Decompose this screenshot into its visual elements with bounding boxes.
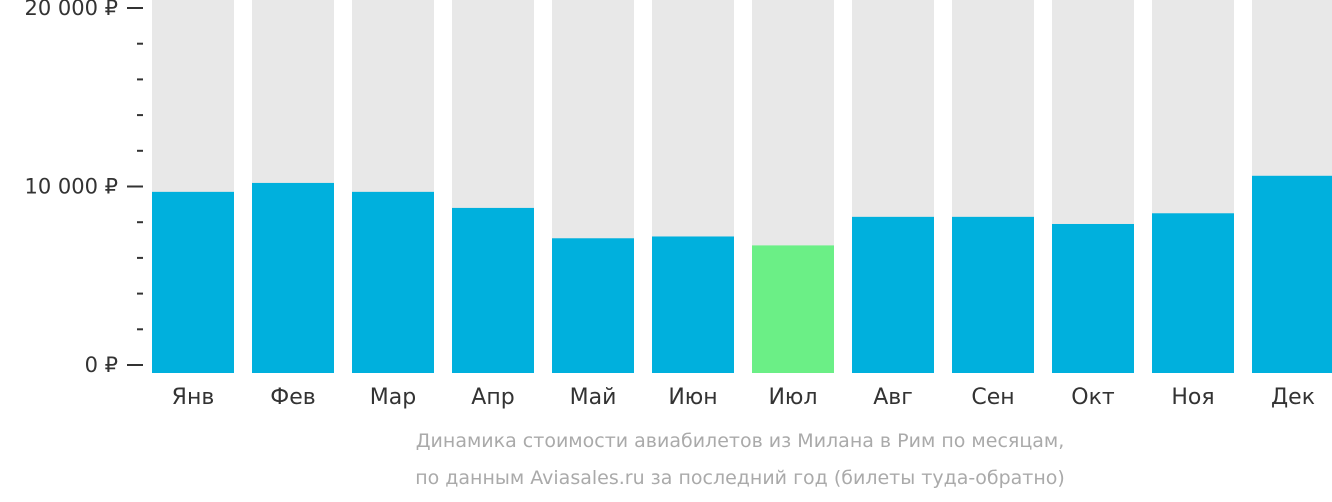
x-tick-label: Авг (873, 385, 913, 410)
bar-Апр (452, 207, 534, 373)
chart-caption-line-2: по данным Aviasales.ru за последний год … (415, 467, 1065, 489)
bar-Фев (252, 182, 334, 373)
bar-Янв (152, 191, 234, 373)
x-tick-label: Янв (172, 385, 215, 410)
x-tick-label: Дек (1271, 385, 1315, 410)
bar-Авг (852, 216, 934, 373)
x-tick-label: Фев (270, 385, 315, 410)
bar-Июл (752, 245, 834, 373)
bar-Май (552, 238, 634, 373)
x-tick-label: Май (570, 385, 617, 410)
x-tick-label: Мар (370, 385, 416, 410)
y-tick-label: 20 000 ₽ (24, 0, 118, 20)
x-tick-label: Июл (768, 385, 817, 410)
chart-caption-line-1: Динамика стоимости авиабилетов из Милана… (415, 430, 1065, 452)
bar-Июн (652, 236, 734, 373)
y-tick-label: 0 ₽ (85, 353, 118, 377)
x-tick-label: Сен (971, 385, 1014, 410)
bar-Окт (1052, 223, 1134, 373)
bar-Ноя (1152, 213, 1234, 373)
bar-Мар (352, 191, 434, 373)
x-tick-label: Апр (471, 385, 514, 410)
x-tick-label: Июн (668, 385, 717, 410)
price-bar-chart: 0 ₽ 10 000 ₽ 20 000 ₽ Янв Фев Мар Апр Май Июн Июл… (24, 0, 1332, 410)
y-tick-label: 10 000 ₽ (24, 175, 118, 199)
x-tick-label: Окт (1071, 385, 1115, 410)
bar-Сен (952, 216, 1034, 373)
bar-Дек (1252, 175, 1332, 373)
x-tick-label: Ноя (1171, 385, 1214, 410)
